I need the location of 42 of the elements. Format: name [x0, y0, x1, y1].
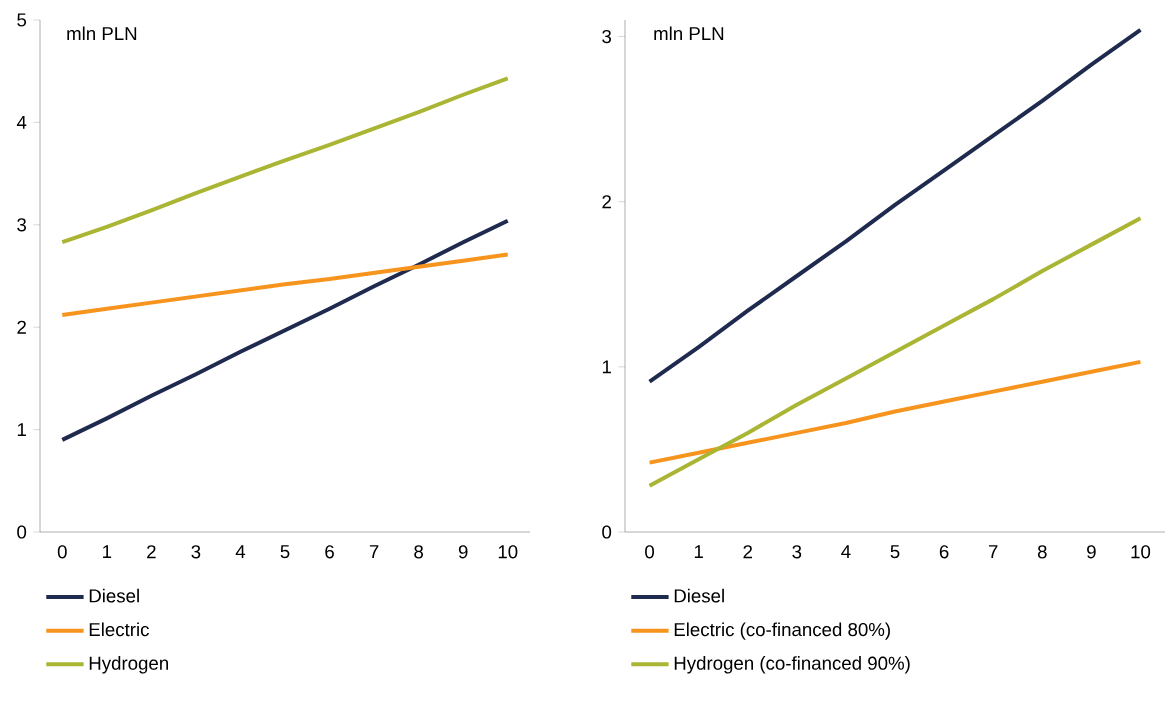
x-tick-label: 7 — [988, 545, 998, 558]
y-tick-label: 1 — [602, 360, 611, 374]
x-tick-label: 5 — [280, 545, 290, 559]
y-tick-label: 4 — [16, 115, 27, 129]
x-tick-label: 9 — [458, 545, 468, 559]
y-tick-label: 0 — [17, 525, 27, 539]
x-tick-label: 10 — [498, 545, 518, 559]
y-tick-label: 2 — [17, 320, 26, 334]
x-tick-label: 0 — [645, 545, 655, 559]
legend-label: Hydrogen (co-financed 90%) — [674, 656, 910, 674]
y-tick-label: 3 — [602, 29, 612, 44]
x-tick-label: 4 — [235, 545, 246, 558]
x-tick-label: 7 — [369, 545, 379, 558]
x-tick-label: 2 — [743, 545, 752, 559]
legend-label: Electric (co-financed 80%) — [674, 622, 890, 640]
x-tick-label: 0 — [57, 545, 67, 559]
x-tick-label: 9 — [1087, 545, 1096, 559]
x-tick-label: 10 — [1131, 545, 1151, 559]
x-tick-label: 8 — [414, 545, 424, 559]
y-tick-label: 2 — [602, 195, 611, 209]
x-tick-label: 2 — [147, 545, 156, 559]
y-axis-title: mln PLN — [67, 26, 137, 41]
x-tick-label: 6 — [325, 545, 334, 559]
y-tick-label: 1 — [17, 423, 26, 437]
x-tick-label: 3 — [191, 545, 201, 559]
x-tick-label: 1 — [694, 545, 703, 558]
y-tick-label: 5 — [17, 13, 27, 27]
legend-label: Electric — [89, 622, 149, 637]
y-axis-title: mln PLN — [654, 26, 724, 41]
legend-label: Hydrogen — [89, 656, 168, 674]
x-tick-label: 1 — [103, 545, 112, 558]
x-tick-label: 3 — [792, 545, 802, 559]
x-tick-label: 5 — [890, 545, 900, 559]
line-series — [647, 359, 1143, 465]
x-tick-label: 6 — [939, 545, 949, 559]
y-tick-label: 0 — [602, 525, 612, 539]
legend-label: Diesel — [674, 588, 724, 603]
legend-label: Diesel — [89, 588, 139, 603]
x-tick-label: 8 — [1037, 545, 1047, 559]
y-tick-label: 3 — [17, 218, 27, 232]
line-series — [647, 27, 1143, 384]
x-tick-label: 4 — [841, 545, 851, 558]
